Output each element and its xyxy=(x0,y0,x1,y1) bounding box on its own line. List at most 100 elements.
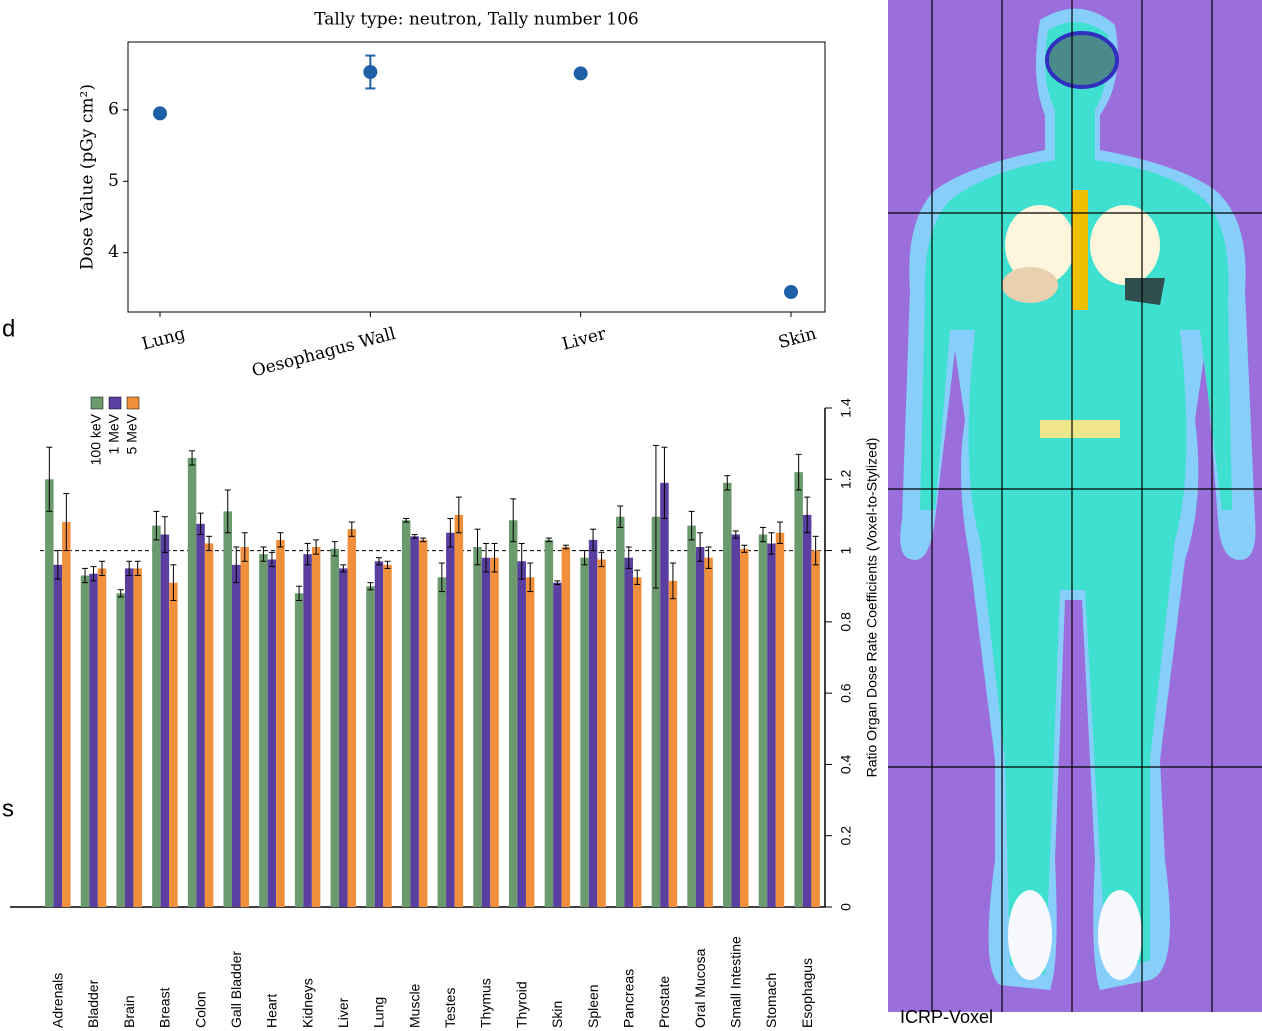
bar xyxy=(80,575,90,907)
bar xyxy=(437,577,447,907)
bar xyxy=(383,564,392,907)
y-axis-label: Dose Value (pGy cm²) xyxy=(78,84,98,270)
bar xyxy=(740,548,749,907)
legend-label: 5 MeV xyxy=(124,413,140,454)
bar xyxy=(240,547,249,907)
x-tick-label: Esophagus xyxy=(799,958,815,1028)
cropped-text: d xyxy=(2,315,15,342)
x-tick-label: Lung xyxy=(371,997,387,1028)
y-axis-label: Ratio Organ Dose Rate Coefficients (Voxe… xyxy=(864,438,880,778)
x-tick-label: Brain xyxy=(121,995,137,1028)
bar xyxy=(544,539,554,907)
legend-swatch xyxy=(126,396,140,410)
point xyxy=(784,285,798,299)
x-tick-label: Oral Mucosa xyxy=(692,948,708,1028)
x-tick-label: Breast xyxy=(157,987,173,1028)
bar xyxy=(633,577,642,907)
y-tick-label: 0.6 xyxy=(838,683,854,703)
x-tick-label: Oesophagus Wall xyxy=(250,324,398,382)
x-tick-label: Stomach xyxy=(763,973,779,1028)
bar xyxy=(311,547,321,907)
legend-swatch xyxy=(90,396,104,410)
y-tick-label: 0 xyxy=(838,903,854,911)
bar xyxy=(490,557,499,907)
point xyxy=(153,106,167,121)
plot-frame xyxy=(127,41,826,313)
bar xyxy=(723,482,732,907)
bar xyxy=(97,568,107,907)
x-tick-label: Bladder xyxy=(85,979,101,1028)
bar xyxy=(133,568,142,907)
x-tick-label: Heart xyxy=(264,994,280,1028)
bar xyxy=(374,561,384,907)
bar xyxy=(160,534,170,907)
bar xyxy=(410,536,419,907)
bar xyxy=(124,568,134,907)
bar xyxy=(196,523,205,907)
bar xyxy=(695,547,705,907)
bar xyxy=(624,557,633,907)
x-tick-label: Liver xyxy=(335,997,351,1028)
bar xyxy=(401,520,411,907)
bar xyxy=(758,534,768,907)
legend-label: 1 MeV xyxy=(106,413,122,454)
x-tick-label: Thymus xyxy=(478,978,494,1028)
x-tick-label: Lung xyxy=(140,324,188,355)
x-tick-label: Prostate xyxy=(656,976,672,1028)
x-tick-label: Testes xyxy=(442,988,458,1028)
bar xyxy=(187,457,197,907)
bar xyxy=(152,525,161,907)
bar xyxy=(169,582,178,907)
point xyxy=(363,65,378,79)
x-tick-label: Skin xyxy=(776,324,818,353)
bar xyxy=(339,568,348,907)
bar xyxy=(508,520,518,907)
x-tick-label: Pancreas xyxy=(620,969,636,1028)
bar xyxy=(223,511,232,907)
bar xyxy=(116,593,125,907)
bar xyxy=(366,586,375,907)
bar xyxy=(330,548,340,907)
bar xyxy=(259,554,268,907)
bar xyxy=(473,547,482,907)
y-tick-label: 6 xyxy=(108,99,119,119)
bar xyxy=(687,525,696,907)
bar xyxy=(62,522,71,907)
x-tick-label: Spleen xyxy=(585,984,601,1028)
y-tick-label: 1.4 xyxy=(838,398,854,418)
bar xyxy=(553,582,562,907)
bar xyxy=(660,482,669,907)
bar xyxy=(45,479,54,907)
bar xyxy=(517,561,526,907)
phantom-image xyxy=(888,0,1262,1012)
x-tick-label: Thyroid xyxy=(513,981,529,1028)
y-tick-label: 1 xyxy=(838,546,854,554)
x-tick-label: Adrenals xyxy=(50,973,66,1028)
bar xyxy=(347,529,357,907)
bar xyxy=(616,516,625,907)
bar xyxy=(775,532,785,907)
bar xyxy=(767,543,776,907)
bar xyxy=(276,539,285,907)
x-tick-label: Liver xyxy=(560,324,609,355)
cropped-text: s xyxy=(2,795,14,822)
bar xyxy=(454,514,464,907)
y-tick-label: 5 xyxy=(108,171,119,191)
bar xyxy=(204,543,214,907)
bar xyxy=(597,559,606,907)
bar xyxy=(53,564,63,907)
bar xyxy=(89,573,98,907)
chart-title: Tally type: neutron, Tally number 106 xyxy=(314,10,638,30)
x-tick-label: Skin xyxy=(549,1001,565,1028)
x-tick-label: Kidneys xyxy=(299,978,315,1028)
bar xyxy=(588,539,598,907)
bar xyxy=(446,532,455,907)
image-caption: ICRP-Voxel xyxy=(900,1007,993,1027)
bar xyxy=(418,539,428,907)
legend-label: 100 keV xyxy=(88,413,104,465)
bar xyxy=(294,593,304,907)
bar xyxy=(704,557,713,907)
bar xyxy=(481,557,491,907)
y-tick-label: 4 xyxy=(108,242,119,262)
bar xyxy=(561,547,571,907)
